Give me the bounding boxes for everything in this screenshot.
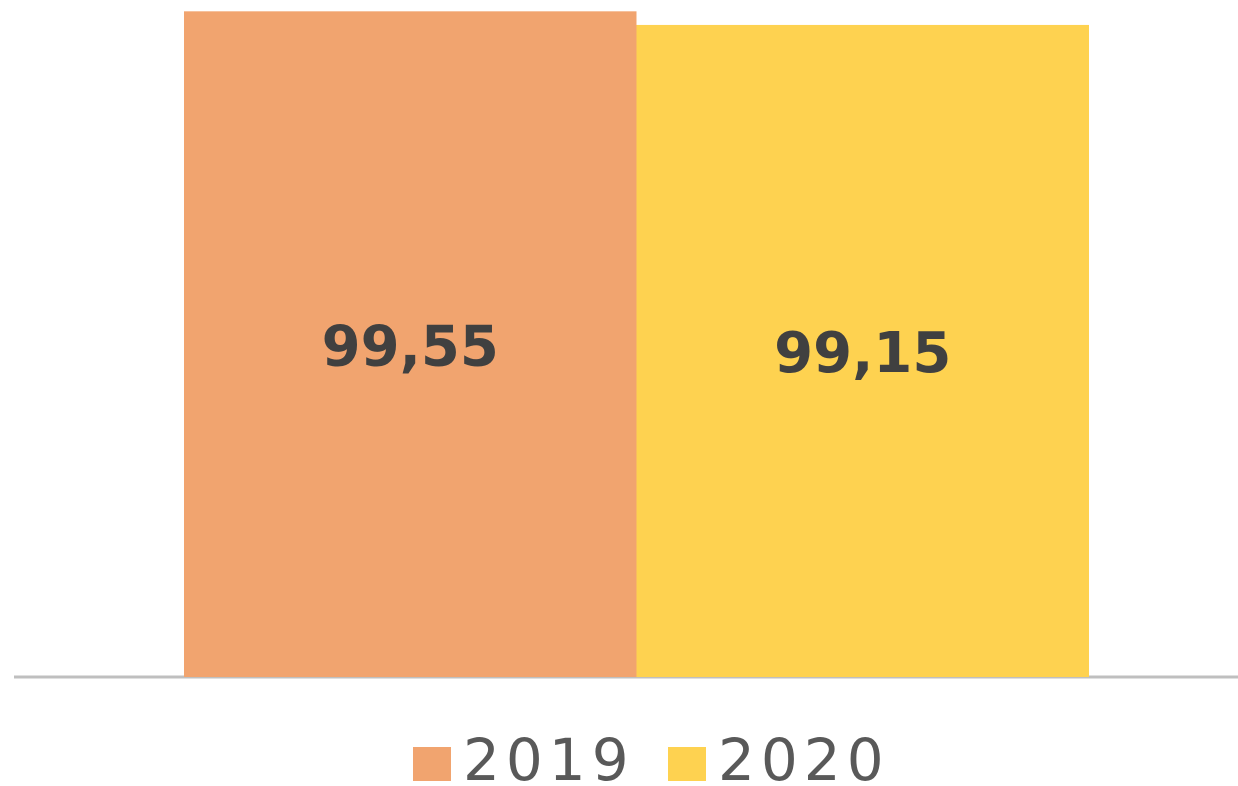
value-label: 99,15: [774, 321, 951, 386]
legend-label: 2019: [463, 726, 635, 786]
value-label: 99,55: [322, 314, 499, 379]
bar: [636, 24, 1089, 677]
legend-label: 2020: [718, 726, 890, 786]
legend-swatch: [413, 747, 451, 781]
bar: [184, 11, 637, 677]
legend-swatch: [668, 747, 706, 781]
